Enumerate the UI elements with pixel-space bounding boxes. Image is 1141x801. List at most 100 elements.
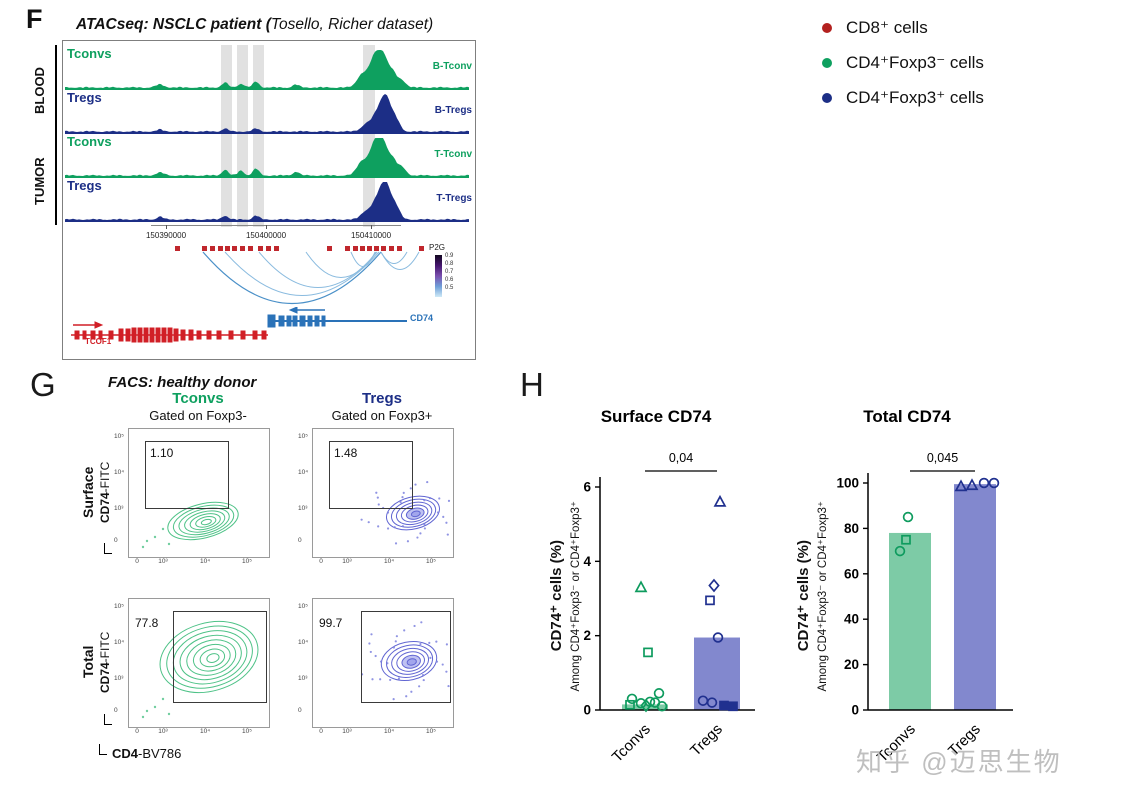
flow-x-tick: 10⁵ (242, 728, 252, 735)
data-point (712, 632, 724, 643)
cd74-gene-label: CD74 (410, 313, 434, 323)
flow-contours (360, 480, 451, 545)
scatter-dot (379, 678, 382, 681)
flow-y-tick: 0 (114, 707, 118, 714)
scatter-dot (435, 640, 438, 643)
peak-mark (175, 246, 180, 251)
contour-ring (206, 653, 220, 663)
contour-ring (386, 495, 440, 531)
flow-y-tick: 10³ (114, 505, 124, 512)
scatter-dot (389, 678, 392, 682)
y-tick-label: 4 (583, 554, 591, 569)
scatter-dot (386, 662, 389, 665)
flow-x-tick: 0 (135, 728, 139, 735)
contour-ring (395, 501, 433, 526)
contour-ring (167, 501, 239, 541)
y-tick-label: 0 (851, 703, 859, 718)
p2g-colorbar (435, 255, 442, 297)
scatter-dot (167, 542, 171, 546)
contour-ring (186, 639, 237, 676)
signal-path (65, 182, 469, 222)
p2g-scale-value: 0.5 (445, 285, 454, 291)
gate-percentage: 1.48 (334, 446, 358, 460)
column-header-tregs: Tregs (361, 390, 403, 407)
column-header-tconvs: Tconvs (172, 390, 224, 407)
scatter-dot (419, 642, 422, 646)
flow-x-tick: 0 (319, 558, 323, 565)
scatter-dot (423, 523, 426, 526)
peak-mark (381, 246, 386, 251)
contour-ring (396, 651, 425, 672)
peak-mark (327, 246, 332, 251)
chart-title: Surface CD74 (601, 407, 712, 426)
flow-x-tick: 10⁴ (199, 558, 211, 565)
atac-signal (65, 94, 469, 134)
scatter-dot (435, 660, 439, 663)
scatter-dot (438, 497, 441, 500)
contour-ring (390, 498, 437, 528)
scatter-dot (409, 487, 412, 490)
scatter-dot (153, 535, 157, 539)
data-point (954, 479, 968, 492)
track-right-label: T-Tregs (436, 193, 472, 204)
panel-f-label: F (26, 4, 43, 34)
peak-mark (232, 246, 237, 251)
y-tick-label: 80 (844, 521, 859, 536)
scatter-dot (401, 496, 404, 499)
bar-Tregs (954, 484, 996, 710)
scatter-dot (421, 674, 425, 677)
gate-percentage: 99.7 (319, 616, 343, 630)
scatter-dot (445, 643, 448, 646)
peak-mark (218, 246, 223, 251)
scatter-dot (392, 698, 395, 701)
y-tick-label: 100 (836, 476, 859, 491)
scatter-dot (375, 491, 378, 494)
contour-ring (192, 643, 231, 672)
contour-ring (410, 510, 421, 518)
contour-ring (380, 641, 438, 681)
contour-ring (179, 634, 242, 681)
axis-tick-label: 150410000 (350, 231, 392, 240)
axis-tick (371, 225, 372, 229)
flow-x-tick: 10³ (342, 728, 352, 735)
highlight-stripe (363, 45, 375, 227)
signal-path (65, 50, 469, 90)
significance-label: 0,045 (927, 451, 958, 465)
legend-label: CD4⁺Foxp3⁻ cells (846, 53, 984, 72)
axis-tick-label: 150390000 (145, 231, 187, 240)
axis-label-rest: -FITC (98, 461, 112, 493)
bar-Tregs (694, 637, 740, 710)
highlight-stripe (237, 45, 248, 227)
flow-gate (329, 441, 413, 509)
axis-label-bold: CD74 (98, 662, 112, 694)
scatter-dot (386, 527, 390, 530)
x-category-label: Tconvs (609, 721, 654, 766)
legend-item-cd4-foxp3pos: CD4⁺Foxp3⁺ cells (822, 88, 984, 108)
contour-ring (391, 647, 430, 675)
scatter-dot (442, 515, 445, 519)
row-label-total: Total (80, 645, 96, 679)
flow-y-tick: 10⁴ (114, 469, 125, 476)
scatter-dot (141, 715, 145, 719)
panel-g-label: G (30, 366, 56, 403)
data-point (708, 578, 720, 593)
scatter-dot (401, 525, 404, 528)
tcof1-gene-model (71, 321, 268, 343)
data-point (625, 699, 635, 710)
flow-y-tick: 10⁴ (298, 469, 309, 476)
scatter-dot (145, 709, 149, 713)
peak-mark (367, 246, 372, 251)
flow-y-tick: 10⁴ (114, 639, 125, 646)
highlight-stripe (253, 45, 264, 227)
scatter-dot (368, 642, 371, 645)
track-right-label: B-Tregs (434, 105, 472, 116)
signal-path (65, 138, 469, 178)
contour-ring (178, 507, 230, 536)
scatter-dot (418, 685, 421, 688)
atac-browser-box: Tconvs B-Tconv Tregs B-Tregs Tconvs T-Tc… (62, 40, 476, 360)
scatter-dot (392, 646, 395, 649)
xaxis-label: CD4-BV786 (112, 746, 181, 761)
flow-y-tick: 10⁵ (114, 433, 124, 440)
scatter-dot (377, 525, 380, 528)
peak-mark (353, 246, 358, 251)
